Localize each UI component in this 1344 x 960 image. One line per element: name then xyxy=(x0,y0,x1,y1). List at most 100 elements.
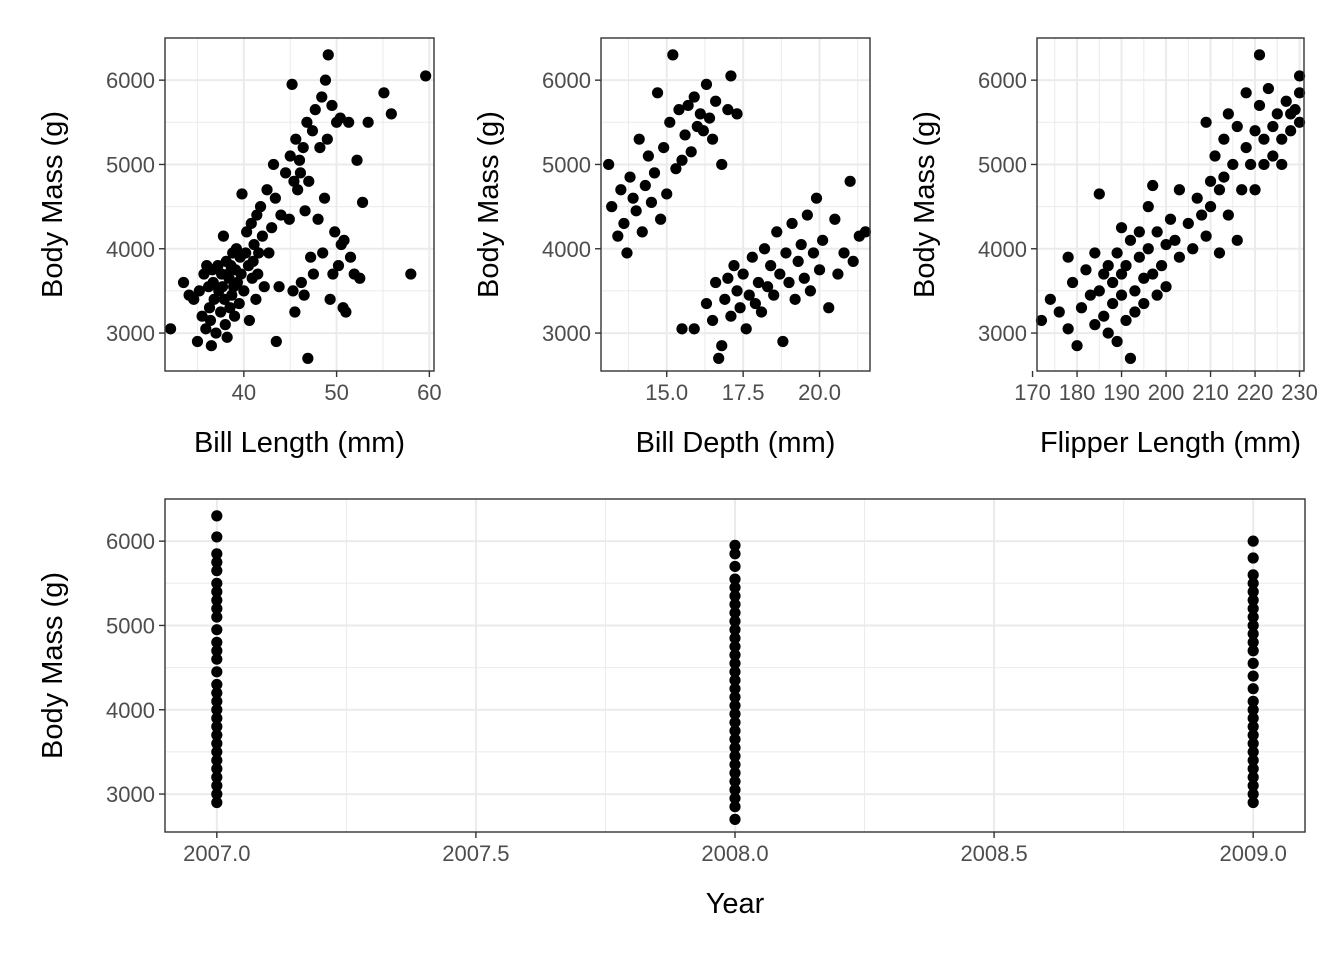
data-point xyxy=(642,150,654,162)
data-point xyxy=(1160,281,1172,293)
data-point xyxy=(1247,645,1259,657)
data-point xyxy=(309,104,321,116)
data-point xyxy=(340,306,352,318)
data-point xyxy=(729,666,741,678)
x-tick-label: 180 xyxy=(1059,380,1096,405)
data-point xyxy=(211,531,223,543)
data-point xyxy=(729,784,741,796)
data-point xyxy=(636,226,648,238)
data-point xyxy=(1124,234,1137,246)
major-gridlines xyxy=(165,38,434,371)
data-point xyxy=(1247,796,1259,809)
data-point xyxy=(722,272,734,284)
y-tick-label: 4000 xyxy=(106,237,155,262)
data-point xyxy=(1129,306,1141,318)
data-point xyxy=(859,226,872,238)
data-point xyxy=(191,335,204,348)
data-point xyxy=(210,327,222,339)
data-point xyxy=(719,293,731,305)
data-point xyxy=(230,243,243,255)
data-point xyxy=(844,175,856,187)
data-point xyxy=(1236,184,1248,196)
data-point xyxy=(1247,695,1259,707)
data-point xyxy=(729,649,741,661)
data-point xyxy=(1222,108,1234,120)
data-point xyxy=(810,192,823,204)
y-tick-label: 6000 xyxy=(106,68,155,93)
panel-year: 2007.0 2007.5 2008.0 2008.5 2009.0 3000 4000 50… xyxy=(37,498,1306,920)
data-point xyxy=(1249,125,1261,137)
data-point xyxy=(196,310,208,322)
data-point xyxy=(211,586,223,598)
panel-border xyxy=(164,37,435,372)
y-tick-label: 5000 xyxy=(978,152,1027,177)
data-point xyxy=(279,167,292,179)
data-point xyxy=(795,238,807,251)
data-point xyxy=(729,624,741,636)
data-point xyxy=(211,796,223,809)
data-point xyxy=(211,653,223,665)
data-point xyxy=(319,74,332,86)
data-point xyxy=(1222,209,1234,221)
data-point xyxy=(261,184,273,196)
data-point xyxy=(254,201,267,213)
data-point xyxy=(378,87,390,99)
data-point xyxy=(1247,611,1259,623)
data-point xyxy=(1247,746,1259,758)
data-point xyxy=(1160,238,1172,251)
data-point xyxy=(243,314,256,327)
data-point xyxy=(813,264,826,276)
data-point xyxy=(204,314,217,327)
data-point xyxy=(729,792,741,804)
data-point xyxy=(1271,108,1283,120)
data-point xyxy=(786,217,798,230)
y-tick-label: 5000 xyxy=(106,152,155,177)
data-point xyxy=(1138,272,1150,284)
data-point xyxy=(275,209,287,221)
data-point xyxy=(624,171,636,183)
data-point xyxy=(729,560,741,573)
data-point xyxy=(1200,230,1212,242)
data-point xyxy=(1093,188,1105,200)
data-point xyxy=(1084,289,1096,301)
data-point xyxy=(1247,602,1259,615)
data-point xyxy=(682,99,694,112)
data-point xyxy=(1276,158,1288,171)
data-point xyxy=(211,788,223,800)
x-tick-label: 2007.0 xyxy=(183,841,250,866)
x-tick-label: 230 xyxy=(1281,380,1318,405)
data-point xyxy=(768,289,780,301)
panel-bill-depth: 15.0 17.5 20.0 3000 4000 5000 6000 Bill Depth (… xyxy=(473,37,872,459)
data-point xyxy=(338,234,350,246)
y-tick-label: 4000 xyxy=(106,698,155,723)
data-point xyxy=(351,154,363,166)
y-tick-label: 5000 xyxy=(542,152,591,177)
data-point xyxy=(1115,268,1128,280)
data-point xyxy=(314,141,326,154)
data-point xyxy=(1249,184,1261,196)
data-point xyxy=(734,302,746,314)
data-point xyxy=(356,196,369,208)
data-point xyxy=(1267,150,1279,162)
data-point xyxy=(612,230,624,242)
data-point xyxy=(1098,310,1110,322)
y-tick-label: 6000 xyxy=(978,68,1027,93)
data-point xyxy=(749,297,761,310)
data-point xyxy=(1280,95,1292,107)
data-point xyxy=(329,226,341,238)
data-point xyxy=(1245,158,1257,171)
data-point xyxy=(729,683,741,695)
data-point xyxy=(1182,217,1194,230)
data-point xyxy=(804,285,816,297)
data-point xyxy=(688,91,700,103)
data-point xyxy=(250,293,262,305)
data-point xyxy=(316,91,328,103)
data-point xyxy=(385,108,397,120)
data-point xyxy=(258,281,270,293)
x-tick-label: 2009.0 xyxy=(1220,841,1287,866)
data-point xyxy=(1247,569,1259,581)
data-point xyxy=(1247,636,1259,648)
data-point xyxy=(729,733,741,745)
data-point xyxy=(1253,49,1266,61)
data-point xyxy=(1247,586,1259,598)
